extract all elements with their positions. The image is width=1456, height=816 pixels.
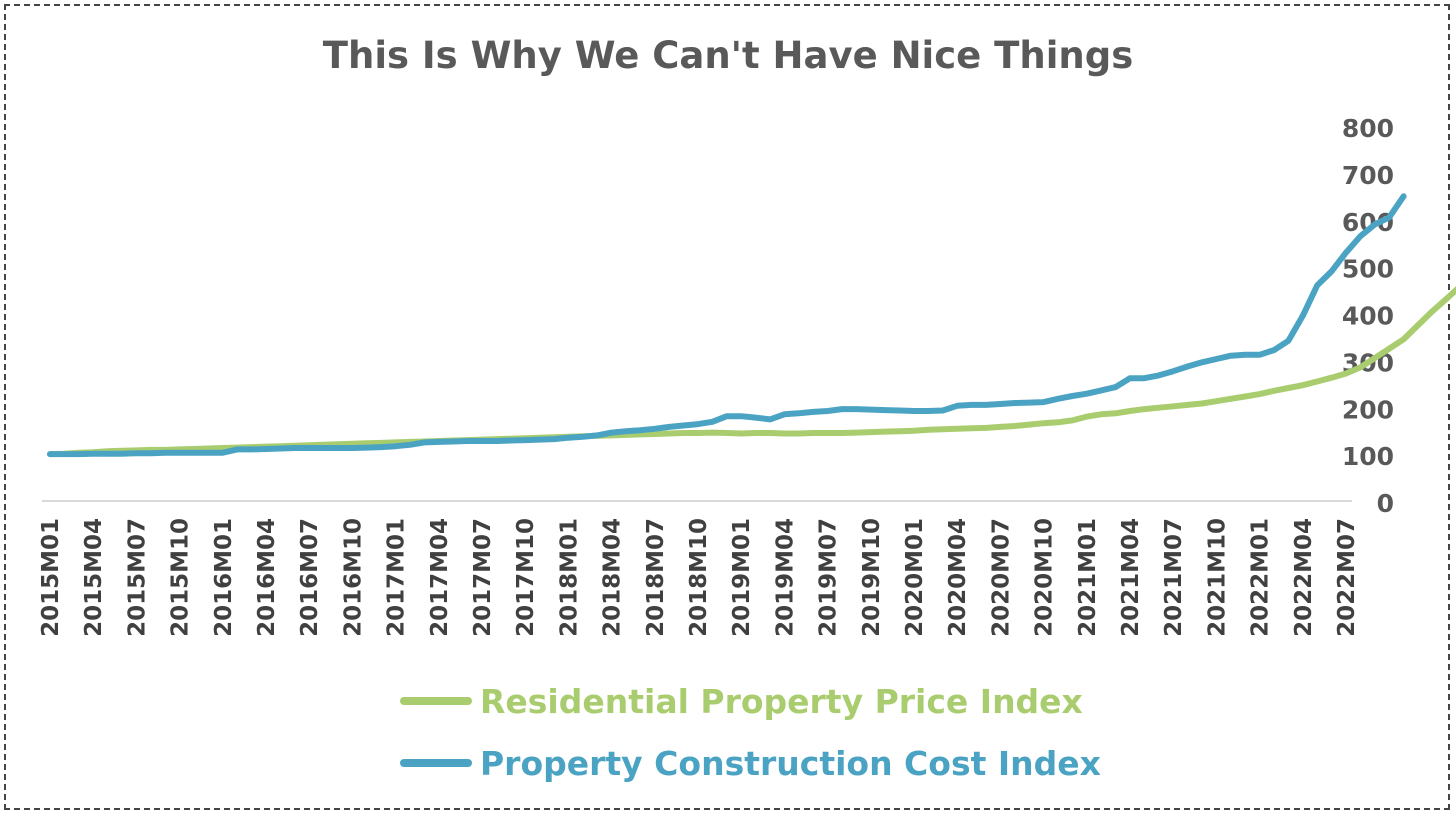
y-tick-label: 200 xyxy=(1342,395,1394,424)
legend-item-cost: Property Construction Cost Index xyxy=(400,738,1101,788)
x-tick-label: 2019M07 xyxy=(816,518,842,637)
x-tick-label: 2016M01 xyxy=(211,518,237,637)
x-tick-label: 2021M10 xyxy=(1204,518,1230,637)
x-tick-label: 2022M04 xyxy=(1291,518,1317,637)
y-tick-label: 800 xyxy=(1342,114,1394,143)
x-tick-label: 2015M07 xyxy=(124,518,150,637)
x-tick-label: 2020M07 xyxy=(988,518,1014,637)
legend-swatch-price xyxy=(400,697,472,705)
y-tick-label: 0 xyxy=(1377,489,1394,518)
x-tick-label: 2019M01 xyxy=(729,518,755,637)
y-tick-label: 400 xyxy=(1342,302,1394,331)
x-tick-label: 2022M07 xyxy=(1334,518,1360,637)
x-tick-label: 2018M10 xyxy=(686,518,712,637)
y-tick-label: 100 xyxy=(1342,442,1394,471)
x-tick-label: 2016M04 xyxy=(254,518,280,637)
x-tick-label: 2017M07 xyxy=(470,518,496,637)
x-tick-label: 2021M07 xyxy=(1161,518,1187,637)
x-tick-label: 2017M01 xyxy=(384,518,410,637)
x-tick-label: 2017M10 xyxy=(513,518,539,637)
x-tick-label: 2019M10 xyxy=(859,518,885,637)
x-tick-label: 2021M01 xyxy=(1075,518,1101,637)
x-tick-label: 2017M04 xyxy=(427,518,453,637)
x-tick-label: 2016M07 xyxy=(297,518,323,637)
x-tick-label: 2020M10 xyxy=(1032,518,1058,637)
legend-item-price: Residential Property Price Index xyxy=(400,676,1101,726)
x-tick-label: 2015M04 xyxy=(81,518,107,637)
x-tick-label: 2018M04 xyxy=(600,518,626,637)
series-line-cost xyxy=(47,193,1407,458)
x-tick-label: 2015M10 xyxy=(168,518,194,637)
chart-frame xyxy=(4,4,1450,810)
x-tick-label: 2019M04 xyxy=(772,518,798,637)
x-tick-label: 2020M04 xyxy=(945,518,971,637)
x-tick-label: 2016M10 xyxy=(340,518,366,637)
x-tick-label: 2018M07 xyxy=(643,518,669,637)
x-tick-label: 2021M04 xyxy=(1118,518,1144,637)
series-line-price xyxy=(47,286,1456,458)
y-tick-label: 500 xyxy=(1342,255,1394,284)
legend-swatch-cost xyxy=(400,759,472,767)
legend: Residential Property Price Index Propert… xyxy=(400,676,1101,800)
x-tick-label: 2015M01 xyxy=(38,518,64,637)
legend-label-cost: Property Construction Cost Index xyxy=(480,743,1101,783)
x-tick-label: 2022M01 xyxy=(1248,518,1274,637)
x-tick-label: 2020M01 xyxy=(902,518,928,637)
legend-label-price: Residential Property Price Index xyxy=(480,681,1083,721)
y-tick-label: 700 xyxy=(1342,161,1394,190)
x-tick-label: 2018M01 xyxy=(556,518,582,637)
chart-title: This Is Why We Can't Have Nice Things xyxy=(322,34,1134,77)
